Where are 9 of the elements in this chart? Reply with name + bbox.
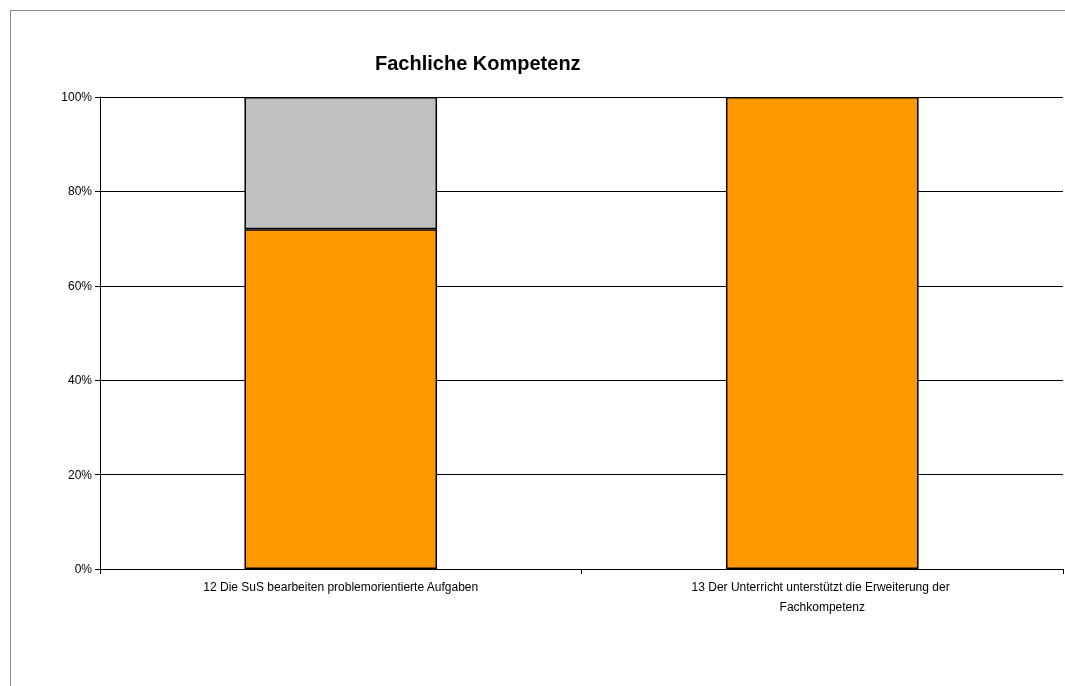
y-tick-label: 100% <box>61 90 93 104</box>
y-tick-label: 40% <box>67 373 93 388</box>
y-tick-label: 80% <box>67 184 93 199</box>
x-tick-label: 12 Die SuS bearbeiten problemorientierte Aufgaben <box>203 580 479 594</box>
y-tick-label: 60% <box>67 278 93 293</box>
y-tick-label: 20% <box>67 467 93 482</box>
chart-title: Fachliche Kompetenz <box>375 52 581 74</box>
x-tick-label: 13 Der Unterricht unterstützt die Erweiterung der Fachkompetenz <box>691 580 953 614</box>
y-tick-label: 0% <box>74 562 93 576</box>
